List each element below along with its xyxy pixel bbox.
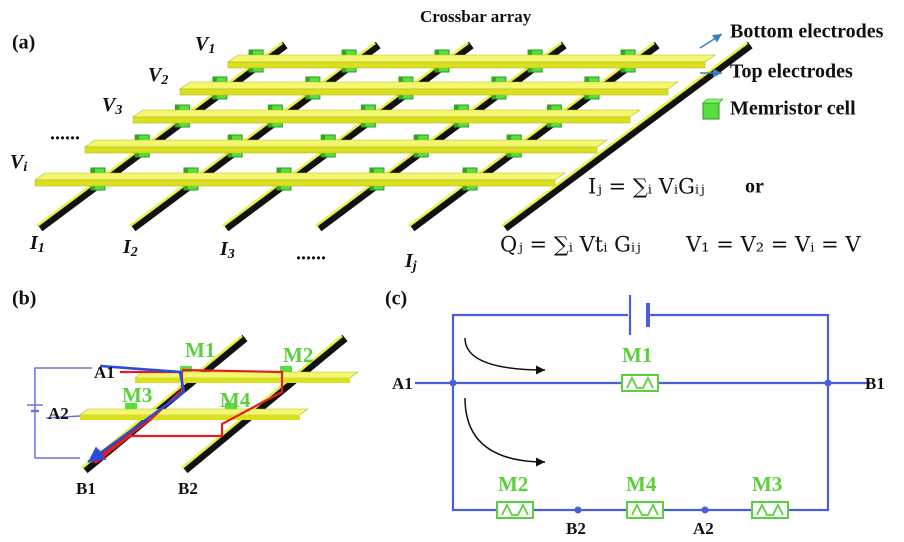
terminal: B1 [76,479,96,498]
column-label: I3 [219,238,235,263]
terminal: B1 [865,374,885,393]
row-label: Vi [10,151,27,176]
cell-label: M1 [622,343,652,367]
cell-label: M2 [498,472,528,496]
legend-text: Bottom electrodes [730,21,884,43]
equation: V₁ = V₂ = Vᵢ = V [685,233,861,257]
column-label: I1 [29,232,45,257]
column-ellipsis: ...... [296,243,326,265]
top-electrode-front [180,89,668,95]
legend-text: Memristor cell [730,98,856,120]
top-electrode-front [228,62,705,68]
top-electrode [80,409,308,415]
crossbar-array [35,34,750,228]
cell-label: M4 [220,388,251,412]
terminal: B2 [566,519,586,538]
top-electrode [180,82,678,89]
panel-label: (c) [385,288,407,310]
row-label: V2 [148,64,168,89]
equation: Qⱼ = ∑ᵢ Vtᵢ Gᵢⱼ [500,233,641,257]
equation: Iⱼ = ∑ᵢ VᵢGᵢⱼ [588,175,705,199]
column-label: Ij [404,250,417,275]
panel-label: (a) [12,32,35,54]
top-electrode-front [80,415,300,420]
node [575,507,582,514]
terminal: A2 [693,519,714,538]
title: Crossbar array [420,7,532,26]
current-arrow [465,338,545,370]
legend-cell [703,103,719,119]
top-electrode-front [135,378,350,383]
equation-or: or [745,176,764,198]
cell-label: M1 [185,338,215,362]
cell-label: M3 [122,383,152,407]
terminal: B2 [178,479,198,498]
cell-label: M4 [626,472,657,496]
node [450,380,457,387]
column-label: I2 [122,236,138,261]
terminal: A1 [392,374,413,393]
node [702,507,709,514]
terminal: A2 [48,404,69,423]
figure: (a) Crossbar array Bottom electrodes Top… [0,0,904,542]
legend-arrow [700,34,722,48]
top-electrode-front [133,117,630,123]
top-electrode [133,110,640,117]
top-electrode-front [85,147,597,153]
row-label: V3 [102,94,122,119]
row-ellipsis: ...... [50,123,80,145]
cell-label: M3 [752,472,782,496]
top-electrode [85,140,607,147]
row-label: V1 [195,33,215,58]
node [825,380,832,387]
top-electrode [35,173,565,180]
top-electrode-front [35,180,555,186]
legend-cell-top [703,99,723,103]
legend-text: Top electrodes [730,61,853,83]
current-arrow [465,398,545,462]
terminal: A1 [94,363,115,382]
cell-label: M2 [283,343,313,367]
top-electrode [228,55,715,62]
panel-label: (b) [12,288,36,310]
